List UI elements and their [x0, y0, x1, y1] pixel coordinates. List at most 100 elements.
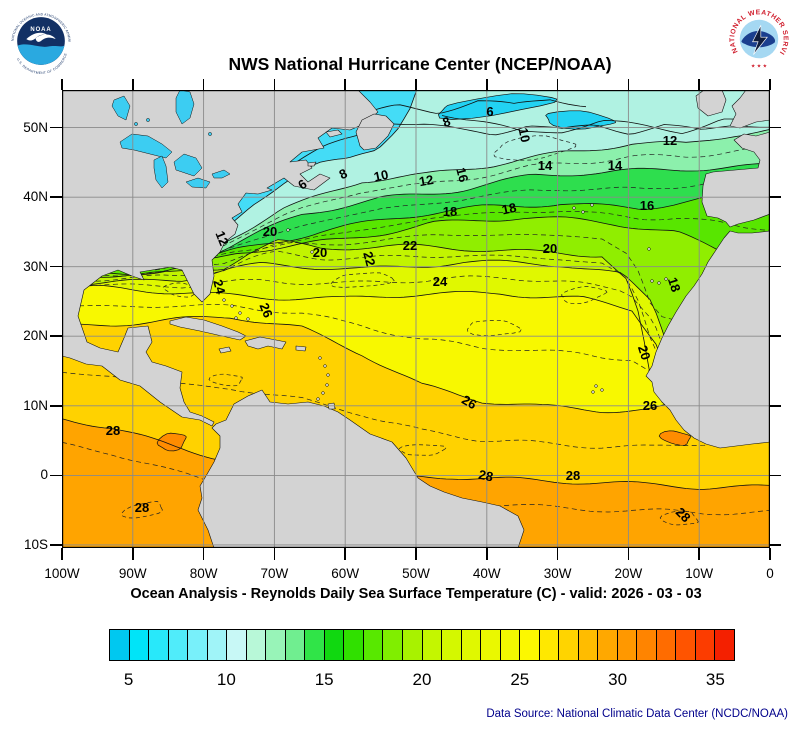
svg-text:24: 24 — [433, 274, 448, 289]
colorbar-cell — [149, 630, 169, 660]
svg-text:28: 28 — [135, 500, 149, 515]
svg-text:20: 20 — [263, 224, 277, 239]
lon-label: 60W — [331, 566, 360, 581]
lat-label: 40N — [23, 189, 48, 205]
svg-text:8: 8 — [440, 113, 452, 130]
colorbar-cell — [266, 630, 286, 660]
colorbar-cell — [637, 630, 657, 660]
svg-text:26: 26 — [257, 301, 276, 320]
svg-text:14: 14 — [608, 158, 623, 173]
lon-label: 50W — [402, 566, 430, 581]
colorbar-tick-label: 10 — [216, 670, 236, 689]
colorbar-cell — [324, 630, 345, 660]
colorbar-cell — [461, 630, 482, 660]
colorbar-tick-label: 30 — [608, 670, 628, 689]
analysis-caption: Ocean Analysis - Reynolds Daily Sea Surf… — [130, 586, 702, 602]
svg-text:28: 28 — [566, 468, 580, 483]
svg-text:6: 6 — [486, 104, 493, 119]
colorbar-cell — [363, 630, 384, 660]
colorbar-cell — [598, 630, 618, 660]
lon-label: 10W — [685, 566, 714, 581]
nws-lightning-icon — [752, 25, 768, 55]
lon-label: 40W — [472, 566, 501, 581]
colorbar-cell — [559, 630, 579, 660]
colorbar-tick-label: 25 — [510, 670, 530, 689]
gridlines-layer — [62, 90, 770, 548]
svg-text:20: 20 — [543, 241, 557, 256]
svg-text:18: 18 — [665, 275, 684, 293]
svg-text:20: 20 — [313, 245, 327, 260]
colorbar-cell — [305, 630, 325, 660]
colorbar-cell — [285, 630, 306, 660]
svg-text:16: 16 — [640, 198, 654, 213]
colorbar-tick-label: 20 — [412, 670, 432, 689]
colorbar-cell — [617, 630, 638, 660]
svg-text:22: 22 — [403, 238, 417, 253]
lat-label: 20N — [23, 328, 48, 344]
colorbar-cell — [188, 630, 208, 660]
svg-text:28: 28 — [106, 423, 120, 438]
nws-logo: NATIONAL WEATHER SERVICE ★ ★ ★ — [726, 6, 792, 72]
map-border — [62, 90, 770, 548]
colorbar-cell — [383, 630, 403, 660]
svg-text:26: 26 — [643, 398, 657, 413]
colorbar-cell — [129, 630, 150, 660]
colorbar-cell — [246, 630, 267, 660]
svg-text:28: 28 — [477, 467, 494, 485]
colorbar-cell — [715, 630, 734, 660]
svg-text:10: 10 — [516, 126, 534, 143]
noaa-gull-wing-icon — [35, 34, 56, 42]
colorbar-cell — [402, 630, 423, 660]
lon-label: 100W — [44, 566, 80, 581]
lon-label: 30W — [543, 566, 572, 581]
colorbar-tick-label: 35 — [705, 670, 725, 689]
colorbar-cell — [539, 630, 560, 660]
lat-label: 10S — [23, 536, 48, 552]
svg-text:22: 22 — [360, 250, 378, 268]
lat-label: 30N — [23, 258, 48, 274]
lon-label: 90W — [118, 566, 147, 581]
svg-text:12: 12 — [213, 229, 232, 248]
lon-label: 80W — [189, 566, 218, 581]
svg-text:10: 10 — [372, 167, 389, 185]
colorbar-cell — [676, 630, 696, 660]
lon-label: 0 — [766, 566, 774, 581]
svg-text:20: 20 — [635, 343, 654, 361]
lat-label: 10N — [23, 397, 48, 413]
svg-text:12: 12 — [418, 172, 435, 189]
colorbar-cell — [442, 630, 462, 660]
colorbar-cell — [520, 630, 540, 660]
svg-text:24: 24 — [210, 278, 228, 297]
colorbar-cell — [656, 630, 677, 660]
colorbar-cell — [422, 630, 443, 660]
colorbar-cell — [207, 630, 228, 660]
svg-text:14: 14 — [538, 158, 553, 173]
colorbar-cell — [344, 630, 364, 660]
noaa-gull-icon — [26, 32, 49, 41]
colorbar-cell — [168, 630, 189, 660]
noaa-logo: NATIONAL OCEANIC AND ATMOSPHERIC ADMINIS… — [8, 8, 74, 74]
noaa-ocean-shape — [17, 44, 65, 65]
colorbar-cell — [110, 630, 130, 660]
temperature-colorbar — [109, 629, 735, 661]
svg-text:18: 18 — [443, 204, 457, 219]
colorbar-tick-label: 5 — [123, 670, 134, 689]
lat-label: 50N — [23, 119, 48, 135]
lon-label: 70W — [260, 566, 289, 581]
colorbar-cell — [227, 630, 247, 660]
lat-label: 0 — [40, 467, 48, 483]
colorbar-tick-label: 15 — [314, 670, 334, 689]
noaa-label: NOAA — [30, 27, 51, 33]
svg-text:18: 18 — [500, 200, 517, 218]
svg-text:26: 26 — [459, 392, 479, 412]
svg-text:16: 16 — [453, 166, 471, 184]
data-source-text: Data Source: National Climatic Data Cent… — [486, 708, 788, 720]
colorbar-cell — [481, 630, 501, 660]
colorbar-cell — [500, 630, 521, 660]
colorbar-cell — [695, 630, 716, 660]
page-title: NWS National Hurricane Center (NCEP/NOAA… — [228, 54, 612, 74]
nws-stars: ★ ★ ★ — [751, 63, 768, 69]
colorbar-cell — [578, 630, 599, 660]
